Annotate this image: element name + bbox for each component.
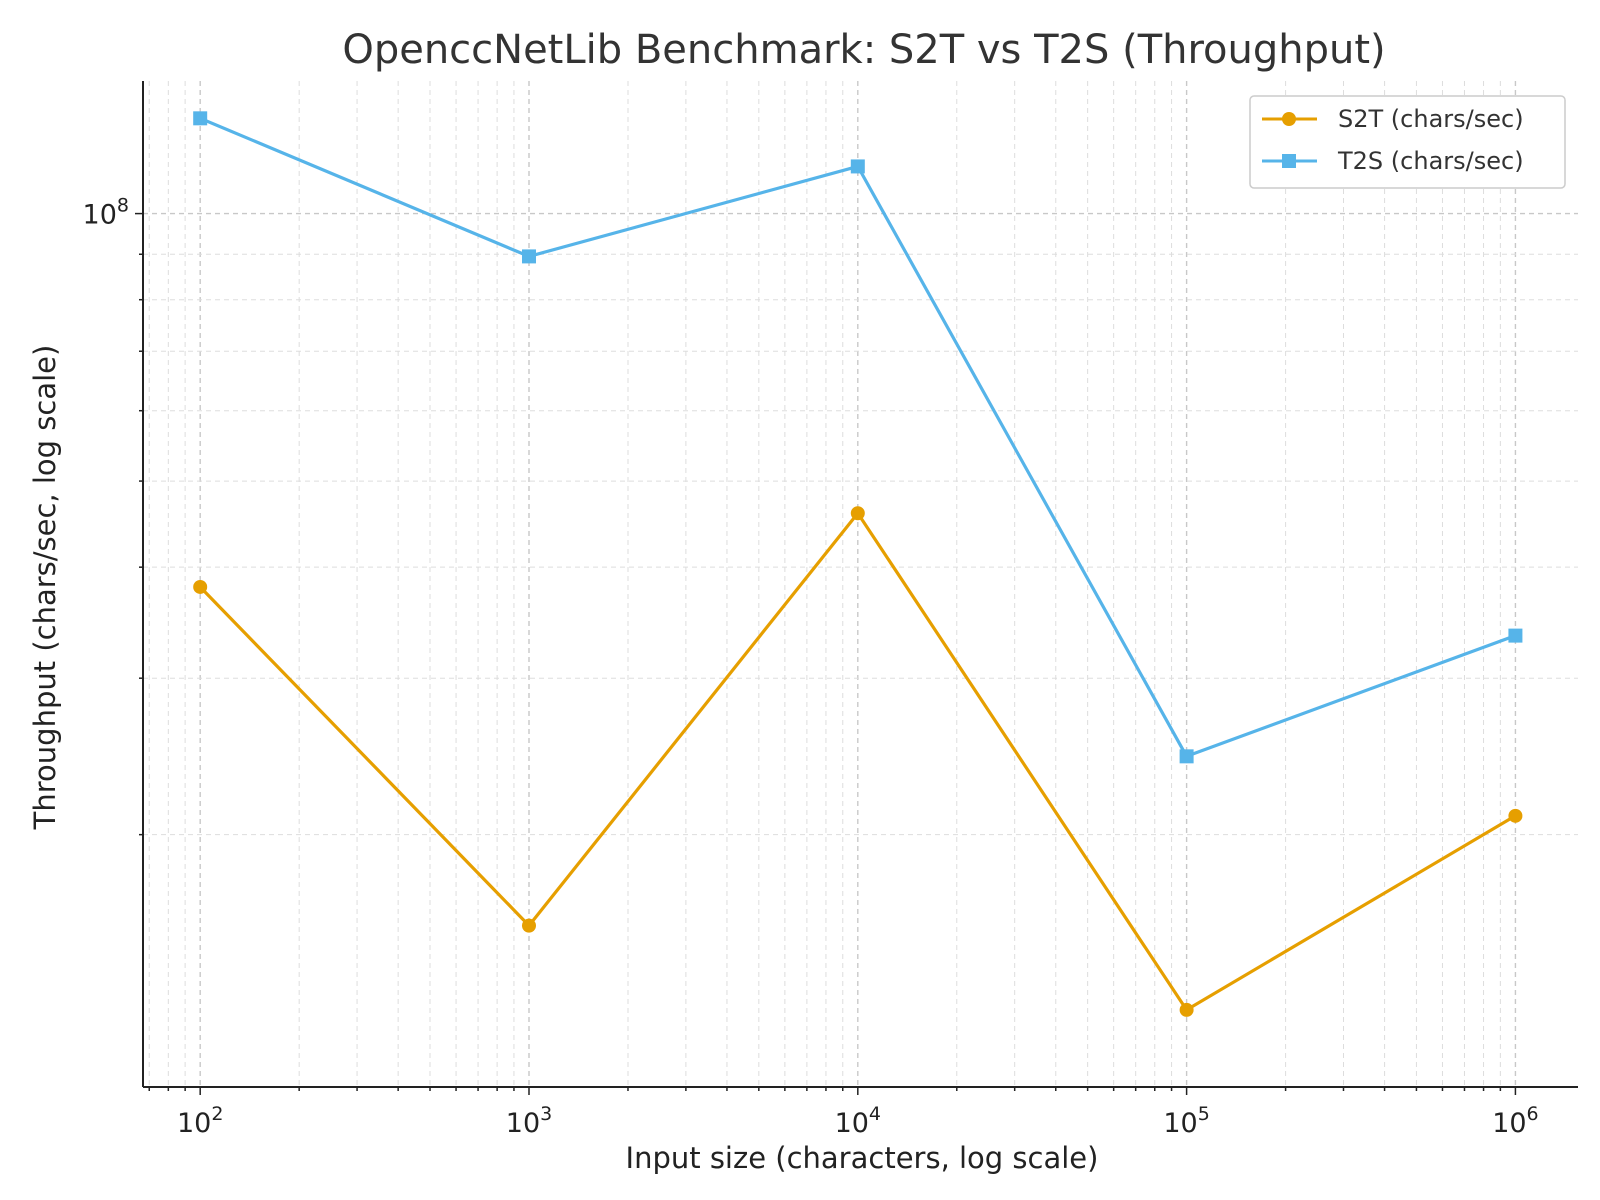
grid-lines — [143, 81, 1578, 1087]
series-t2s — [193, 111, 1523, 764]
x-tick-label: 102 — [177, 1103, 223, 1139]
x-tick-exponent: 4 — [869, 1103, 881, 1125]
legend-marker-t2s — [1282, 154, 1296, 168]
axes — [142, 81, 1578, 1088]
y-tick-label: 108 — [83, 195, 129, 231]
x-tick-exponent: 5 — [1198, 1103, 1210, 1125]
series-s2t — [193, 506, 1523, 1017]
x-tick-base: 10 — [1163, 1108, 1197, 1139]
data-point-t2s — [521, 249, 536, 264]
series-layer — [193, 111, 1523, 1017]
y-ticks: 108 — [83, 195, 143, 836]
legend-marker-s2t — [1282, 112, 1296, 126]
chart-title: OpenccNetLib Benchmark: S2T vs T2S (Thro… — [342, 27, 1385, 73]
data-point-t2s — [850, 159, 865, 174]
data-point-t2s — [1508, 628, 1523, 643]
x-axis-label: Input size (characters, log scale) — [626, 1141, 1099, 1175]
legend-label-t2s: T2S (chars/sec) — [1337, 147, 1524, 175]
legend: S2T (chars/sec) T2S (chars/sec) — [1249, 95, 1566, 189]
x-tick-base: 10 — [835, 1108, 869, 1139]
x-tick-label: 106 — [1492, 1103, 1538, 1139]
x-ticks: 102 103 104 105 106 — [148, 1087, 1539, 1139]
data-point-s2t — [193, 579, 208, 594]
x-tick-exponent: 6 — [1527, 1103, 1539, 1125]
x-tick-label: 104 — [835, 1103, 881, 1139]
data-point-s2t — [521, 918, 536, 933]
x-tick-label: 105 — [1163, 1103, 1209, 1139]
legend-box — [1249, 95, 1566, 189]
x-tick-exponent: 3 — [540, 1103, 552, 1125]
data-point-t2s — [193, 111, 208, 126]
x-tick-base: 10 — [1492, 1108, 1526, 1139]
x-tick-base: 10 — [177, 1108, 211, 1139]
y-tick-base: 10 — [83, 200, 117, 231]
data-point-t2s — [1179, 749, 1194, 764]
x-tick-exponent: 2 — [211, 1103, 223, 1125]
data-point-s2t — [1179, 1002, 1194, 1017]
legend-label-s2t: S2T (chars/sec) — [1338, 105, 1524, 133]
y-tick-exponent: 8 — [117, 195, 129, 217]
data-point-s2t — [1508, 808, 1523, 823]
data-point-s2t — [850, 506, 865, 521]
x-tick-base: 10 — [506, 1108, 540, 1139]
x-tick-label: 103 — [506, 1103, 552, 1139]
y-axis-label: Throughput (chars/sec, log scale) — [28, 345, 62, 831]
